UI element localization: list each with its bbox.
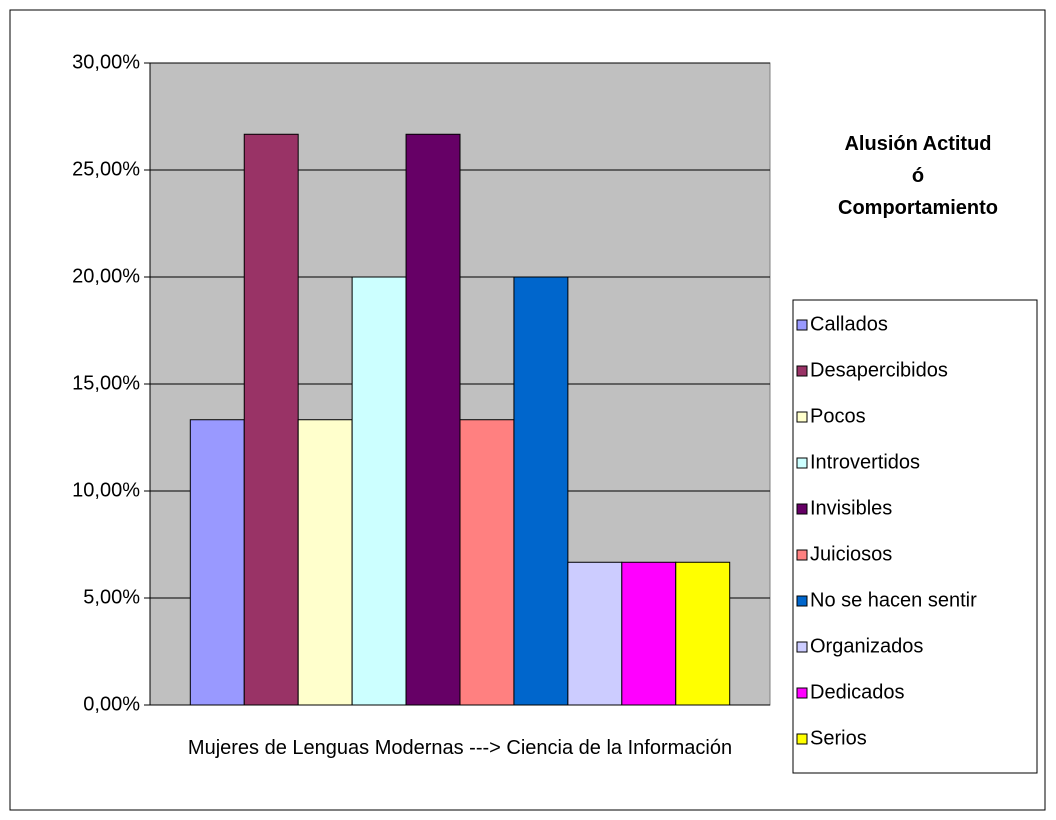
legend-label: Introvertidos: [810, 451, 920, 473]
x-tick-label-box: Mujeres de Lenguas Modernas ---> Ciencia…: [187, 737, 733, 759]
legend-label: Juiciosos: [810, 543, 892, 565]
y-tick-label: 15,00%: [72, 372, 140, 394]
y-tick-label: 20,00%: [72, 265, 140, 287]
bar: [567, 561, 623, 706]
bar: [459, 419, 515, 706]
legend-label: Organizados: [810, 635, 923, 657]
legend-swatch: [796, 365, 808, 377]
bar: [621, 561, 677, 706]
legend-swatch: [796, 733, 808, 745]
bar: [675, 561, 731, 706]
legend-swatch: [796, 549, 808, 561]
legend-title-box: Alusión Actitud ó Comportamiento: [838, 133, 998, 219]
bar: [243, 133, 299, 706]
legend-swatch: [796, 411, 808, 423]
bar: [351, 276, 407, 706]
x-tick-label: Mujeres de Lenguas Modernas ---> Ciencia…: [187, 737, 733, 759]
legend-label: Callados: [810, 313, 888, 335]
y-tick-label: 30,00%: [72, 51, 140, 73]
legend-label: Pocos: [810, 405, 866, 427]
y-tick-label: 0,00%: [83, 693, 140, 715]
legend-swatch: [796, 687, 808, 699]
legend-swatch: [796, 457, 808, 469]
legend-label: Serios: [810, 727, 867, 749]
legend-label: Invisibles: [810, 497, 892, 519]
legend-swatch: [796, 503, 808, 515]
y-tick-label: 5,00%: [83, 586, 140, 608]
y-tick-label: 10,00%: [72, 479, 140, 501]
bar: [513, 276, 569, 706]
legend-swatch: [796, 641, 808, 653]
legend-title: Alusión Actitud ó Comportamiento: [838, 133, 998, 219]
legend: [792, 299, 1038, 774]
bar: [405, 133, 461, 706]
legend-swatch: [796, 595, 808, 607]
legend-label: Desapercibidos: [810, 359, 948, 381]
bar: [297, 419, 353, 706]
y-tick-label: 25,00%: [72, 158, 140, 180]
legend-swatch: [796, 319, 808, 331]
bar: [189, 419, 245, 706]
legend-label: No se hacen sentir: [810, 589, 977, 611]
legend-label: Dedicados: [810, 681, 905, 703]
